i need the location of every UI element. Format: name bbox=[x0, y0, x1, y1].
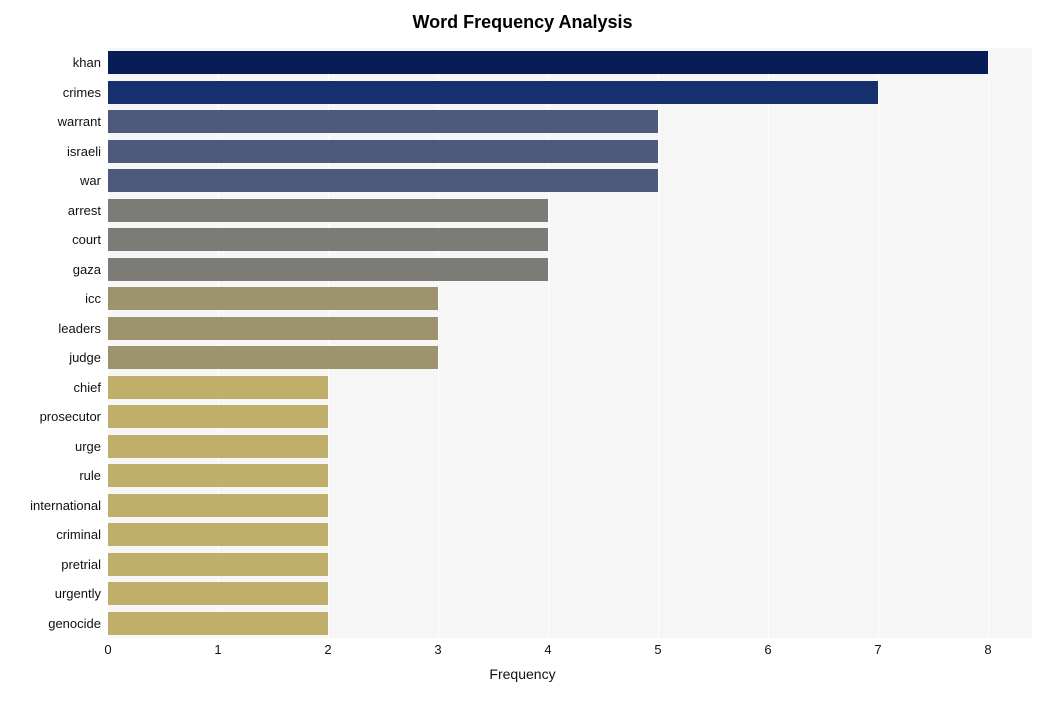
gridline bbox=[218, 48, 219, 638]
bar bbox=[108, 376, 328, 399]
bar bbox=[108, 140, 658, 163]
x-tick-label: 0 bbox=[104, 642, 111, 657]
gridline bbox=[658, 48, 659, 638]
bar bbox=[108, 523, 328, 546]
y-tick-label: crimes bbox=[1, 85, 101, 100]
bar bbox=[108, 435, 328, 458]
x-tick-label: 3 bbox=[434, 642, 441, 657]
bar bbox=[108, 346, 438, 369]
x-axis-title: Frequency bbox=[0, 666, 1045, 682]
y-tick-label: war bbox=[1, 173, 101, 188]
plot-area bbox=[108, 48, 1032, 638]
bar bbox=[108, 169, 658, 192]
x-tick-label: 8 bbox=[984, 642, 991, 657]
bar bbox=[108, 464, 328, 487]
y-tick-label: prosecutor bbox=[1, 409, 101, 424]
bar bbox=[108, 405, 328, 428]
x-tick-label: 1 bbox=[214, 642, 221, 657]
y-tick-label: gaza bbox=[1, 262, 101, 277]
gridline bbox=[878, 48, 879, 638]
y-tick-label: urge bbox=[1, 439, 101, 454]
chart-container: Word Frequency Analysis Frequency khan cr… bbox=[0, 0, 1045, 701]
bar bbox=[108, 494, 328, 517]
bar bbox=[108, 553, 328, 576]
x-tick-label: 7 bbox=[874, 642, 881, 657]
y-tick-label: pretrial bbox=[1, 557, 101, 572]
y-tick-label: chief bbox=[1, 380, 101, 395]
bar bbox=[108, 199, 548, 222]
y-tick-label: criminal bbox=[1, 527, 101, 542]
bar bbox=[108, 317, 438, 340]
y-tick-label: genocide bbox=[1, 616, 101, 631]
x-tick-label: 5 bbox=[654, 642, 661, 657]
x-tick-label: 6 bbox=[764, 642, 771, 657]
bar bbox=[108, 51, 988, 74]
gridline bbox=[548, 48, 549, 638]
y-tick-label: judge bbox=[1, 350, 101, 365]
y-tick-label: arrest bbox=[1, 203, 101, 218]
bar bbox=[108, 228, 548, 251]
y-tick-label: israeli bbox=[1, 144, 101, 159]
gridline bbox=[328, 48, 329, 638]
bar bbox=[108, 81, 878, 104]
y-tick-label: urgently bbox=[1, 586, 101, 601]
bar bbox=[108, 582, 328, 605]
x-tick-label: 2 bbox=[324, 642, 331, 657]
y-tick-label: warrant bbox=[1, 114, 101, 129]
gridline bbox=[438, 48, 439, 638]
bar bbox=[108, 287, 438, 310]
y-tick-label: leaders bbox=[1, 321, 101, 336]
gridline bbox=[768, 48, 769, 638]
x-tick-label: 4 bbox=[544, 642, 551, 657]
bar bbox=[108, 110, 658, 133]
y-tick-label: international bbox=[1, 498, 101, 513]
gridline bbox=[108, 48, 109, 638]
bar bbox=[108, 612, 328, 635]
chart-title: Word Frequency Analysis bbox=[0, 12, 1045, 33]
y-tick-label: khan bbox=[1, 55, 101, 70]
y-tick-label: rule bbox=[1, 468, 101, 483]
bar bbox=[108, 258, 548, 281]
y-tick-label: icc bbox=[1, 291, 101, 306]
gridline bbox=[988, 48, 989, 638]
y-tick-label: court bbox=[1, 232, 101, 247]
